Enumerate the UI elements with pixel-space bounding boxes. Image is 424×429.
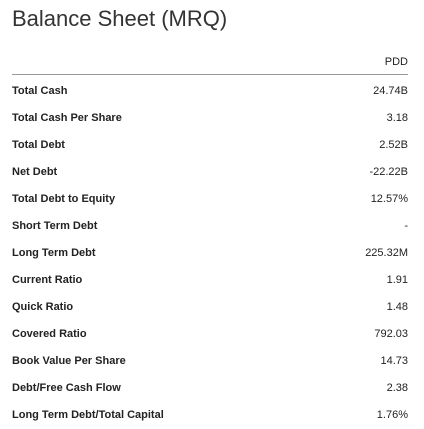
table-row: Total Debt 2.52B (12, 131, 408, 158)
row-label: Book Value Per Share (12, 354, 126, 367)
row-value: 2.38 (386, 381, 408, 394)
row-label: Total Debt to Equity (12, 192, 116, 205)
table-row: Current Ratio 1.91 (12, 266, 408, 293)
row-value: 3.18 (386, 111, 408, 124)
row-value: 792.03 (374, 327, 408, 340)
row-label: Long Term Debt (12, 246, 96, 259)
row-label: Short Term Debt (12, 219, 98, 232)
table-row: Net Debt -22.22B (12, 158, 408, 185)
column-header: PDD (12, 56, 408, 75)
row-value: -22.22B (369, 165, 408, 178)
row-label: Total Debt (12, 138, 65, 151)
row-value: 12.57% (370, 192, 408, 205)
row-label: Quick Ratio (12, 300, 74, 313)
row-value: 14.73 (380, 354, 408, 367)
table: Total Cash 24.74B Total Cash Per Share 3.18… (12, 77, 408, 428)
row-value: - (404, 219, 408, 232)
row-label: Long Term Debt/Total Capital (12, 408, 164, 421)
table-row: Long Term Debt/Total Capital 1.76% (12, 401, 408, 428)
table-row: Short Term Debt - (12, 212, 408, 239)
table-row: Long Term Debt 225.32M (12, 239, 408, 266)
row-value: 1.91 (386, 273, 408, 286)
row-label: Total Cash Per Share (12, 111, 122, 124)
table-row: Covered Ratio 792.03 (12, 320, 408, 347)
table-row: Total Cash 24.74B (12, 77, 408, 104)
row-value: 225.32M (365, 246, 408, 259)
row-value: 1.76% (376, 408, 408, 421)
row-label: Covered Ratio (12, 327, 87, 340)
row-label: Current Ratio (12, 273, 83, 286)
table-row: Book Value Per Share 14.73 (12, 347, 408, 374)
table-row: Debt/Free Cash Flow 2.38 (12, 374, 408, 401)
table-row: Quick Ratio 1.48 (12, 293, 408, 320)
table-row: Total Cash Per Share 3.18 (12, 104, 408, 131)
row-label: Total Cash (12, 84, 68, 97)
title: Balance Sheet (MRQ) (12, 6, 228, 31)
table-row: Total Debt to Equity 12.57% (12, 185, 408, 212)
row-value: 1.48 (386, 300, 408, 313)
row-value: 24.74B (373, 84, 408, 97)
row-label: Debt/Free Cash Flow (12, 381, 121, 394)
row-value: 2.52B (379, 138, 408, 151)
row-label: Net Debt (12, 165, 58, 178)
